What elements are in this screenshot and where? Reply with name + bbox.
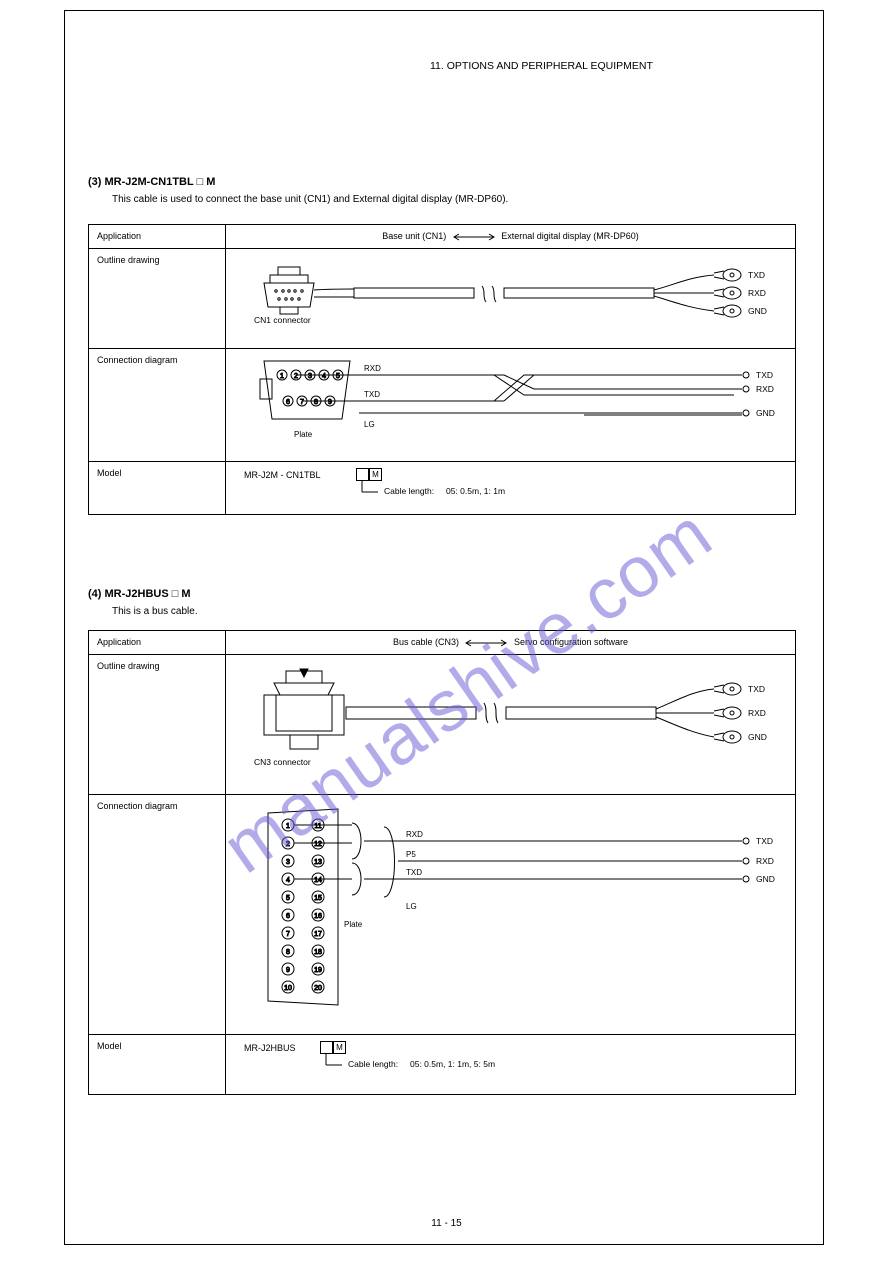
conn-label-1: CN1 connector — [254, 315, 311, 325]
svg-text:RXD: RXD — [748, 288, 766, 298]
svg-text:15: 15 — [314, 895, 322, 902]
svg-text:9: 9 — [328, 399, 332, 406]
svg-text:6: 6 — [286, 399, 290, 406]
diagram-svg-2: 1 2 3 4 5 6 7 8 9 10 11 12 13 1 — [234, 801, 794, 1025]
t2-connection-diagram: 1 2 3 4 5 6 7 8 9 10 11 12 13 1 — [226, 794, 796, 1034]
t1-app-prefix: Base unit (CN1) — [382, 231, 446, 241]
t2-model-base: MR-J2HBUS — [244, 1043, 296, 1053]
table-1: Application Base unit (CN1) External dig… — [88, 224, 796, 515]
page-number: 11 - 15 — [0, 1218, 893, 1229]
t1-r2-label: Outline drawing — [89, 248, 226, 348]
t1-model-len: 05: 0.5m, 1: 1m — [446, 486, 505, 496]
t1-model-base: MR-J2M - CN1TBL — [244, 470, 321, 480]
t2-model-len: 05: 0.5m, 1: 1m, 5: 5m — [410, 1059, 495, 1069]
t1-app-suffix: External digital display (MR-DP60) — [501, 231, 639, 241]
svg-text:P5: P5 — [406, 850, 416, 859]
t2-r1-label: Application — [89, 631, 226, 655]
svg-text:9: 9 — [286, 967, 290, 974]
t2-r3-label: Connection diagram — [89, 794, 226, 1034]
svg-text:8: 8 — [286, 949, 290, 956]
subtext-4a: This is a bus cable. — [112, 606, 198, 617]
svg-text:18: 18 — [314, 949, 322, 956]
svg-text:RXD: RXD — [748, 708, 766, 718]
svg-text:TXD: TXD — [756, 836, 773, 846]
t2-r1-value: Bus cable (CN3) Servo configuration soft… — [226, 631, 796, 655]
t1-r1-label: Application — [89, 225, 226, 249]
svg-text:GND: GND — [748, 732, 767, 742]
svg-text:GND: GND — [748, 306, 767, 316]
table-2: Application Bus cable (CN3) Servo config… — [88, 630, 796, 1095]
t1-connection-diagram: 1 2 3 4 5 6 7 8 9 — [226, 348, 796, 461]
svg-text:5: 5 — [286, 895, 290, 902]
t1-r4-label: Model — [89, 461, 226, 514]
svg-text:LG: LG — [364, 420, 375, 429]
svg-text:6: 6 — [286, 913, 290, 920]
svg-text:GND: GND — [756, 408, 775, 418]
outline-svg-1: CN1 connector TXD RXD GND — [234, 255, 794, 341]
svg-text:2: 2 — [286, 841, 290, 848]
t1-r3-label: Connection diagram — [89, 348, 226, 461]
subtext-3: This cable is used to connect the base u… — [112, 194, 508, 205]
svg-text:19: 19 — [314, 967, 322, 974]
svg-text:Plate: Plate — [344, 920, 363, 929]
svg-text:20: 20 — [314, 985, 322, 992]
svg-text:RXD: RXD — [406, 830, 423, 839]
outline-svg-2: CN3 connector TXD RXD GND — [234, 661, 794, 781]
t1-model-cell: MR-J2M - CN1TBL M Cable length: 05: 0.5m… — [226, 461, 796, 514]
t2-app-suffix: Servo configuration software — [514, 637, 628, 647]
svg-text:10: 10 — [284, 985, 292, 992]
svg-text:TXD: TXD — [748, 270, 765, 280]
svg-text:7: 7 — [286, 931, 290, 938]
t1-model-len-label: Cable length: — [384, 486, 434, 496]
svg-text:16: 16 — [314, 913, 322, 920]
diagram-svg-1: 1 2 3 4 5 6 7 8 9 — [234, 355, 794, 455]
svg-text:LG: LG — [406, 902, 417, 911]
t2-model-cell: MR-J2HBUS M Cable length: 05: 0.5m, 1: 1… — [226, 1034, 796, 1094]
svg-text:RXD: RXD — [756, 384, 774, 394]
conn-label-2: CN3 connector — [254, 757, 311, 767]
double-arrow-icon — [461, 638, 511, 648]
svg-text:TXD: TXD — [406, 868, 422, 877]
svg-text:RXD: RXD — [364, 364, 381, 373]
svg-text:1: 1 — [280, 373, 284, 380]
svg-text:12: 12 — [314, 841, 322, 848]
svg-text:17: 17 — [314, 931, 322, 938]
section-title: 11. OPTIONS AND PERIPHERAL EQUIPMENT — [430, 60, 653, 72]
svg-text:2: 2 — [294, 373, 298, 380]
svg-text:7: 7 — [300, 399, 304, 406]
t2-model-len-label: Cable length: — [348, 1059, 398, 1069]
svg-text:GND: GND — [756, 874, 775, 884]
svg-text:TXD: TXD — [364, 390, 380, 399]
t2-r4-label: Model — [89, 1034, 226, 1094]
svg-text:14: 14 — [314, 877, 322, 884]
svg-text:13: 13 — [314, 859, 322, 866]
svg-text:1: 1 — [286, 823, 290, 830]
svg-text:4: 4 — [286, 877, 290, 884]
double-arrow-icon — [449, 232, 499, 242]
svg-text:TXD: TXD — [748, 684, 765, 694]
svg-text:RXD: RXD — [756, 856, 774, 866]
svg-text:8: 8 — [314, 399, 318, 406]
svg-text:Plate: Plate — [294, 430, 313, 439]
t1-outline-drawing: CN1 connector TXD RXD GND — [226, 248, 796, 348]
t2-outline-drawing: CN3 connector TXD RXD GND — [226, 654, 796, 794]
t2-r2-label: Outline drawing — [89, 654, 226, 794]
svg-text:TXD: TXD — [756, 370, 773, 380]
svg-text:4: 4 — [322, 373, 326, 380]
heading-4: (4) MR-J2HBUS □ M — [88, 588, 191, 600]
svg-text:11: 11 — [314, 823, 321, 830]
heading-3: (3) MR-J2M-CN1TBL □ M — [88, 176, 215, 188]
t1-r1-value: Base unit (CN1) External digital display… — [226, 225, 796, 249]
svg-text:3: 3 — [286, 859, 290, 866]
t2-app-prefix: Bus cable (CN3) — [393, 637, 459, 647]
svg-text:3: 3 — [308, 373, 312, 380]
